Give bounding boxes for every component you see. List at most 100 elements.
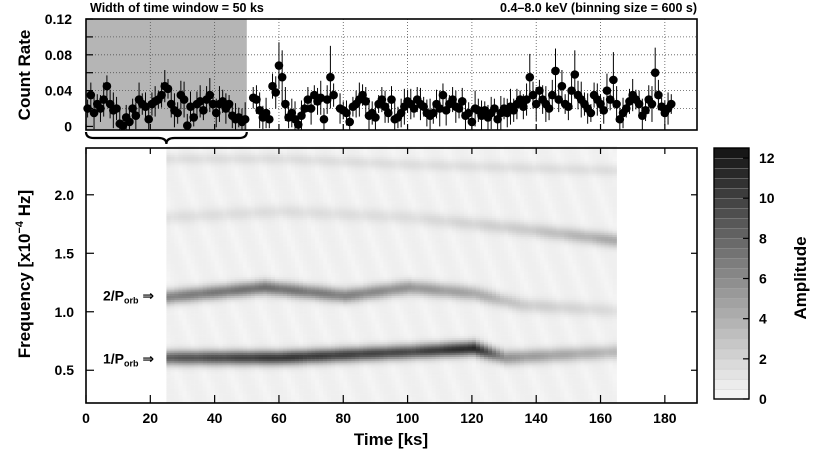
spectrum-cell (295, 369, 300, 372)
spectrum-cell (202, 234, 207, 237)
spectrum-cell (270, 238, 276, 242)
spectrum-cell (246, 314, 252, 317)
spectrum-cell (214, 234, 219, 237)
spectrum-cell (190, 249, 195, 252)
spectrum-cell (258, 156, 264, 160)
spectrum-cell (262, 295, 268, 299)
spectrum-cell (170, 289, 175, 292)
spectrum-cell (266, 356, 272, 360)
spectrum-cell (194, 285, 199, 288)
spectrum-cell (210, 228, 215, 231)
spectrum-cell (174, 360, 179, 364)
spectrum-cell (166, 221, 171, 225)
spectrum-cell (210, 339, 215, 343)
spectrum-cell (246, 259, 252, 263)
point-marker (255, 106, 264, 115)
spectrum-cell (210, 373, 215, 376)
spectrum-cell (270, 192, 276, 195)
spectrum-cell (214, 371, 219, 374)
spectrum-cell (250, 259, 256, 263)
spectrum-cell (222, 173, 227, 176)
spectrum-cell (250, 289, 256, 292)
data-point (609, 52, 618, 108)
spectrum-cell (178, 386, 183, 389)
spectrum-cell (166, 217, 171, 221)
spectrum-cell (282, 327, 288, 330)
spectrum-cell (295, 325, 300, 328)
spectrum-cell (295, 320, 300, 324)
spectrum-cell (246, 282, 252, 286)
spectrum-cell (218, 188, 223, 191)
spectrum-cell (246, 400, 252, 404)
point-marker (99, 95, 108, 104)
spectrum-cell (299, 329, 304, 332)
spectrum-cell (218, 196, 223, 200)
spectrum-cell (278, 150, 284, 153)
spectrum-cell (222, 310, 227, 313)
spectrum-cell (278, 274, 284, 277)
spectrum-cell (254, 390, 260, 393)
spectrum-cell (278, 249, 284, 252)
spectrum-cell (194, 394, 199, 397)
spectrum-cell (278, 373, 284, 376)
spectrum-cell (299, 312, 304, 315)
spectrum-cell (282, 179, 288, 183)
spectrum-cell (194, 228, 199, 231)
spectrum-cell (307, 186, 312, 189)
spectrum-cell (214, 308, 219, 311)
spectrum-cell (218, 167, 223, 170)
spectrum-cell (218, 215, 223, 219)
point-marker (265, 114, 274, 124)
spectrum-cell (194, 293, 199, 296)
spectrum-cell (190, 333, 195, 336)
spectrum-cell (214, 257, 219, 261)
spectrum-cell (278, 310, 284, 313)
spectrum-cell (206, 392, 211, 395)
spectrum-cell (226, 215, 232, 219)
spectrum-cell (170, 304, 175, 307)
spectrum-cell (291, 228, 296, 231)
spectrum-cell (178, 373, 183, 376)
spectrum-cell (222, 299, 227, 303)
spectrum-cell (291, 352, 296, 355)
spectrum-cell (238, 230, 244, 233)
spectrum-cell (258, 367, 264, 370)
spectrum-cell (303, 179, 308, 183)
spectrum-cell (307, 390, 312, 393)
spectrum-cell (198, 335, 203, 339)
spectrum-cell (266, 194, 272, 197)
spectrum-cell (270, 268, 276, 271)
spectrum-cell (166, 158, 171, 162)
spectrum-cell (226, 234, 232, 237)
spectrum-cell (218, 238, 223, 242)
spectrum-cell (218, 190, 223, 193)
spectrum-cell (206, 287, 211, 290)
spectrum-cell (226, 341, 232, 345)
spectrum-cell (307, 150, 312, 153)
spectrum-cell (242, 150, 248, 153)
spectrum-cell (218, 375, 223, 379)
spectrum-cell (270, 230, 276, 233)
spectrum-cell (198, 369, 203, 372)
spectrum-cell (278, 358, 284, 362)
point-marker (326, 72, 335, 82)
spectrum-cell (295, 221, 300, 225)
spectrum-cell (202, 316, 207, 320)
spectrum-cell (190, 377, 195, 381)
spectrum-cell (250, 205, 256, 208)
spectrum-cell (230, 375, 236, 379)
spectrum-cell (278, 375, 284, 379)
spectrum-cell (238, 384, 244, 387)
spectrum-cell (295, 276, 300, 280)
spectrum-cell (230, 335, 236, 339)
spectrum-cell (278, 308, 284, 311)
spectrum-cell (174, 346, 179, 349)
spectrum-cell (286, 352, 292, 355)
spectrum-cell (307, 181, 312, 185)
spectrum-cell (282, 217, 288, 221)
spectrum-cell (206, 289, 211, 292)
spectrum-cell (270, 396, 276, 400)
spectrum-cell (214, 169, 219, 172)
spectrum-cell (282, 354, 288, 357)
spectrum-cell (198, 371, 203, 374)
